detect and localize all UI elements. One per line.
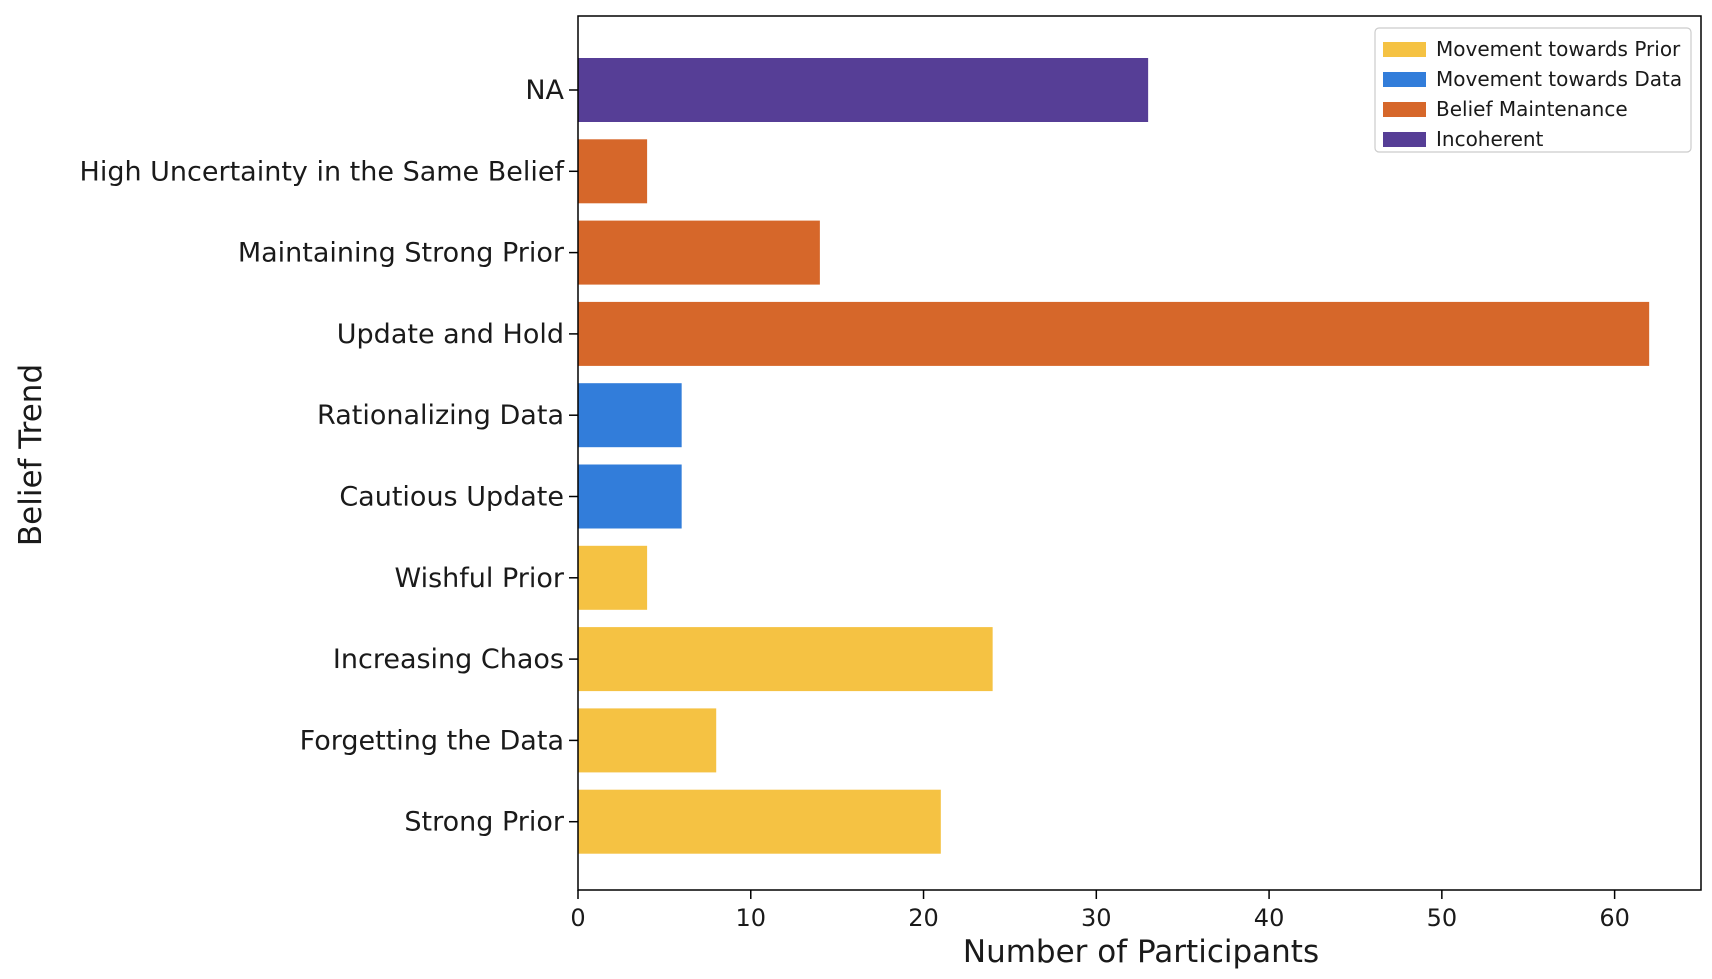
bar-update-and-hold: [578, 301, 1650, 366]
bar-rationalizing-data: [578, 383, 682, 448]
legend-swatch: [1383, 72, 1426, 87]
y-tick-label: Rationalizing Data: [317, 400, 564, 431]
bar-cautious-update: [578, 464, 682, 529]
x-tick-label: 50: [1427, 904, 1458, 932]
legend-entry-label: Incoherent: [1436, 127, 1544, 151]
y-tick-label: High Uncertainty in the Same Belief: [80, 156, 566, 187]
legend-box: [1374, 27, 1692, 153]
y-tick-label: Wishful Prior: [394, 563, 564, 594]
y-tick-label: Cautious Update: [339, 482, 564, 513]
x-tick-label: 60: [1599, 904, 1630, 932]
legend-swatch: [1383, 132, 1426, 147]
bar-increasing-chaos: [578, 627, 993, 692]
legend-swatch: [1383, 102, 1426, 117]
bar-na: [578, 58, 1149, 122]
bar-maintaining-strong-prior: [578, 220, 820, 285]
legend-entry-label: Movement towards Prior: [1436, 37, 1681, 61]
y-tick-label: NA: [525, 75, 564, 106]
bar-forgetting-the-data: [578, 708, 717, 773]
bar-wishful-prior: [578, 545, 648, 610]
legend-entry-label: Movement towards Data: [1436, 67, 1682, 91]
legend-entry-label: Belief Maintenance: [1436, 97, 1628, 121]
legend: Movement towards Prior Movement towards D…: [1374, 27, 1692, 153]
x-tick-label: 20: [908, 904, 939, 932]
x-tick-label: 40: [1254, 904, 1285, 932]
bar-strong-prior: [578, 789, 941, 854]
x-axis-title: Number of Participants: [963, 934, 1319, 970]
bar-high-uncertainty-in-the-same-belief: [578, 139, 648, 204]
y-tick-label: Maintaining Strong Prior: [238, 238, 565, 269]
legend-swatch: [1383, 42, 1426, 57]
x-tick-label: 0: [570, 904, 585, 932]
y-tick-label: Strong Prior: [404, 807, 565, 838]
y-tick-label: Update and Hold: [337, 319, 564, 350]
y-tick-label: Increasing Chaos: [333, 644, 564, 675]
x-tick-label: 30: [1081, 904, 1112, 932]
y-axis-title: Belief Trend: [13, 364, 49, 546]
y-tick-label: Forgetting the Data: [300, 725, 564, 756]
plot-frame: [577, 15, 1702, 891]
x-tick-label: 10: [735, 904, 766, 932]
